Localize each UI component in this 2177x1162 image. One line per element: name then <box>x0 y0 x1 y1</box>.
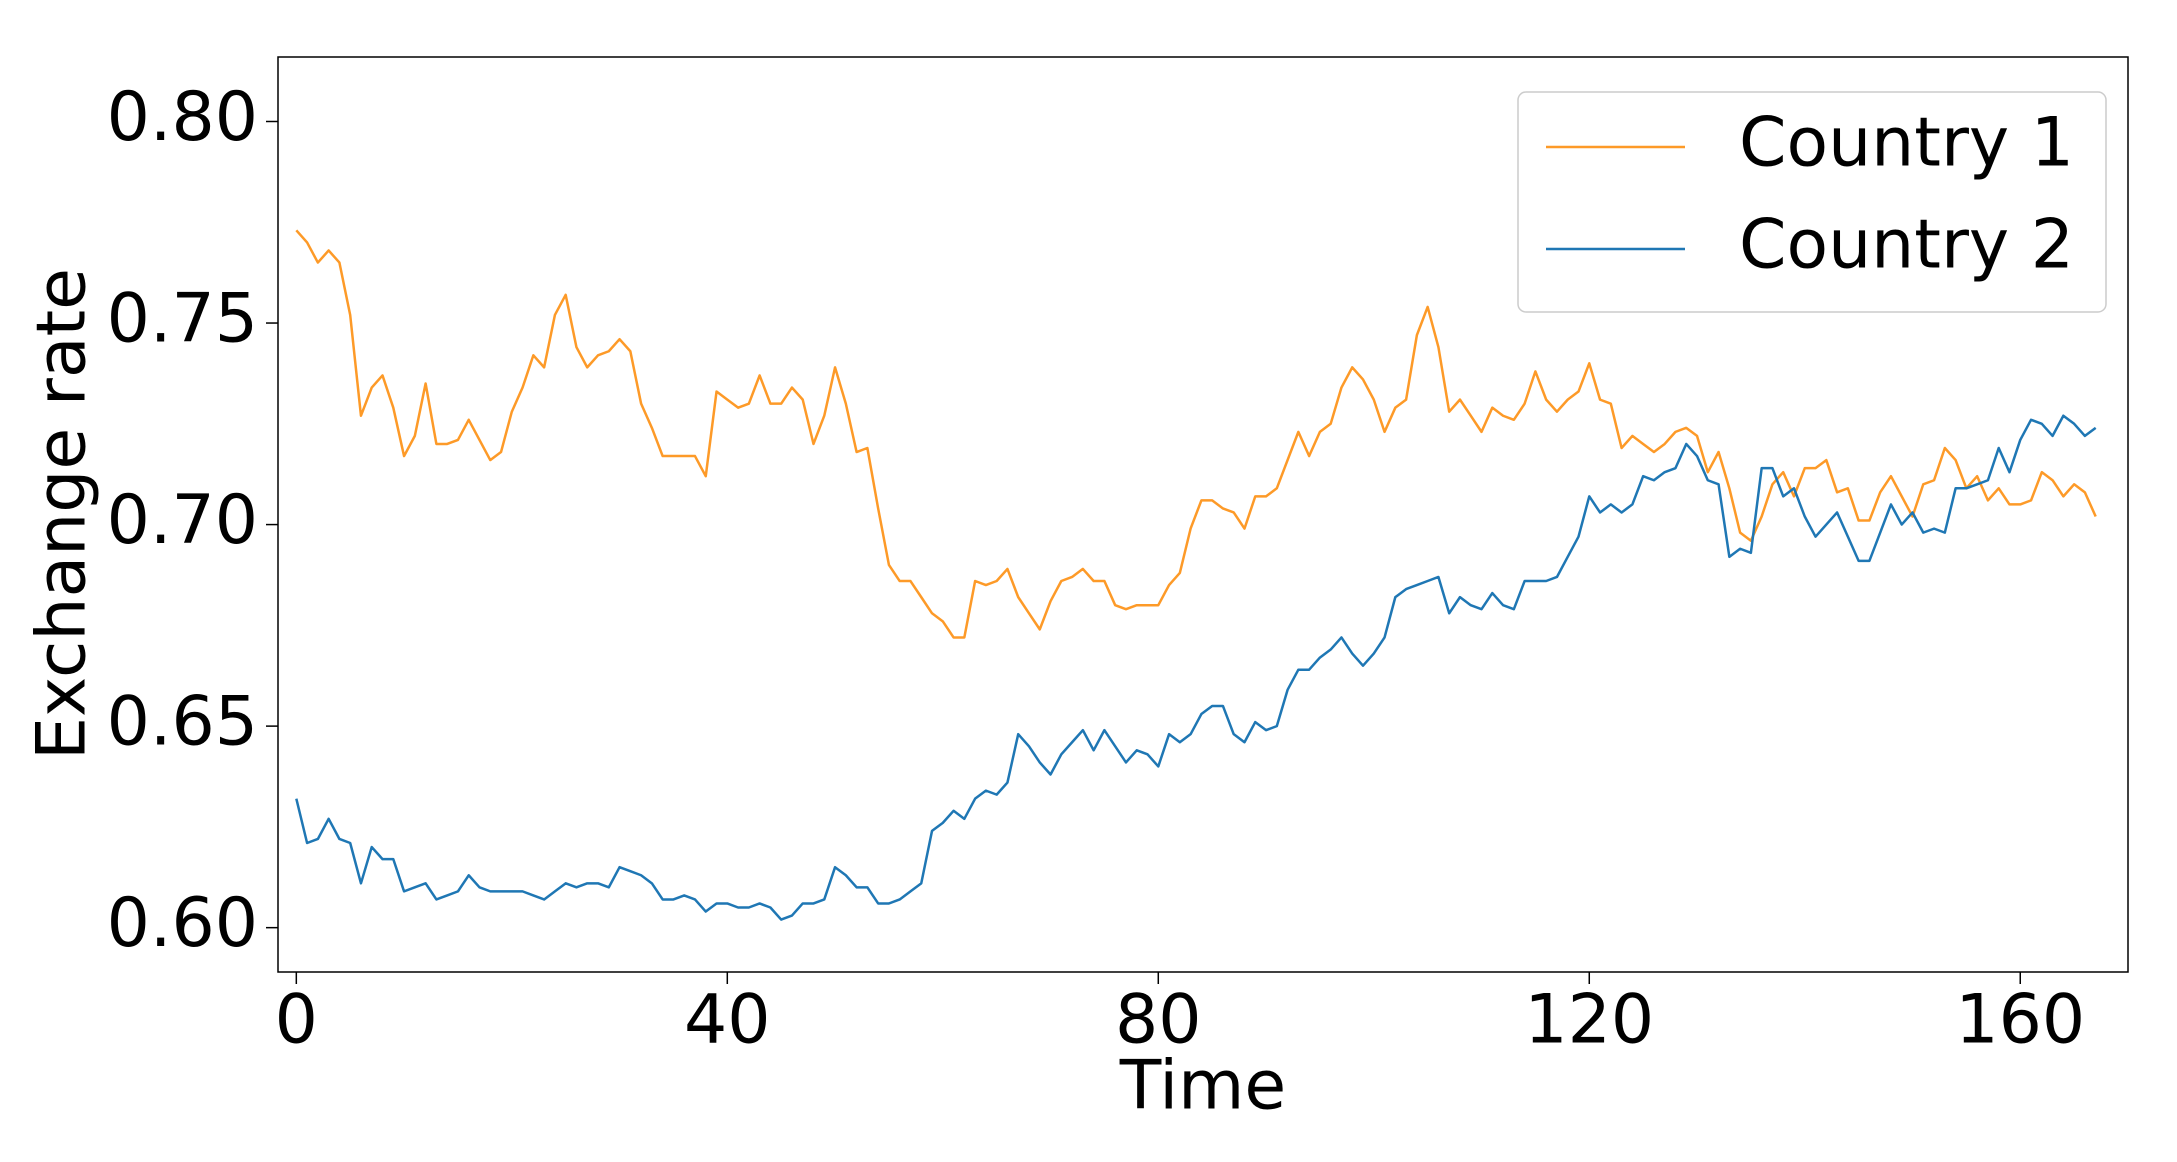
x-tick-label: 40 <box>684 981 771 1060</box>
x-tick-label: 120 <box>1524 981 1654 1060</box>
y-tick-label: 0.80 <box>107 78 258 157</box>
legend-label: Country 2 <box>1739 206 2074 285</box>
y-tick-label: 0.70 <box>107 481 258 560</box>
legend-label: Country 1 <box>1739 104 2074 183</box>
x-axis-label: Time <box>1119 1047 1286 1126</box>
plot-frame <box>277 56 2129 973</box>
series-line <box>295 414 2097 921</box>
y-tick-label: 0.60 <box>107 884 258 963</box>
x-tick-label: 0 <box>275 981 318 1060</box>
y-tick-label: 0.65 <box>107 683 258 762</box>
y-tick-label: 0.75 <box>107 280 258 359</box>
x-tick-label: 80 <box>1115 981 1202 1060</box>
x-tick-label: 160 <box>1955 981 2085 1060</box>
y-axis-label: Exchange rate <box>23 268 102 760</box>
